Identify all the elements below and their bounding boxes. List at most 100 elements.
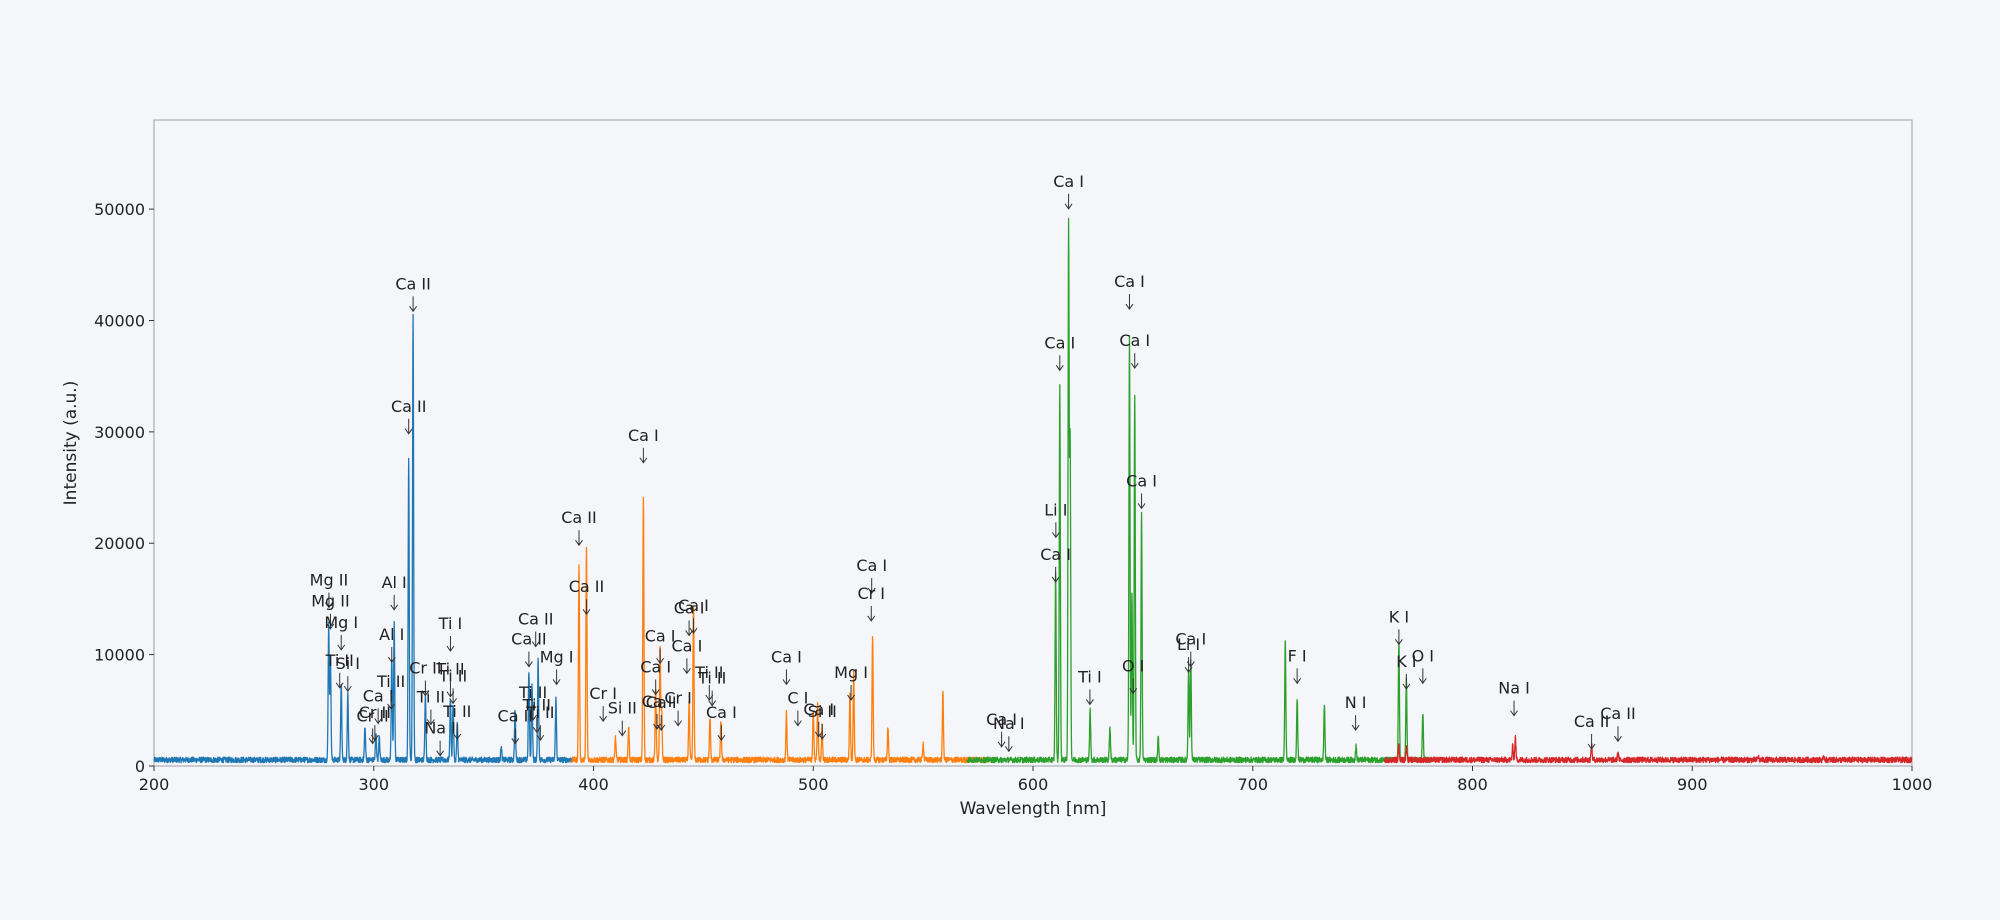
line-annotation: Ca II bbox=[498, 706, 534, 745]
annotation-arrowhead bbox=[674, 720, 683, 727]
annotation-arrowhead bbox=[689, 627, 698, 635]
line-annotation: N I bbox=[1345, 693, 1366, 731]
spectrum-series-2 bbox=[966, 217, 1430, 764]
annotation-label: Na I bbox=[424, 719, 456, 738]
line-annotation: Ti II bbox=[522, 695, 551, 734]
annotation-arrowhead bbox=[552, 679, 561, 686]
annotation-arrowhead bbox=[1402, 683, 1411, 690]
annotation-label: Ti II bbox=[435, 660, 464, 679]
line-annotation: Ti II bbox=[438, 666, 467, 705]
line-annotation: Ca II bbox=[518, 610, 554, 648]
annotation-arrowhead bbox=[1137, 503, 1146, 510]
spectrum-series-0 bbox=[153, 313, 573, 764]
annotation-arrowhead bbox=[618, 730, 627, 737]
annotation-arrowhead bbox=[682, 667, 691, 675]
annotation-arrowhead bbox=[1614, 735, 1622, 743]
line-annotation: Ti II bbox=[325, 651, 354, 689]
annotation-arrowhead bbox=[1418, 678, 1427, 685]
annotation-arrowhead bbox=[717, 734, 726, 741]
annotation-arrowhead bbox=[1051, 532, 1060, 539]
annotation-arrowhead bbox=[818, 733, 827, 740]
annotation-label: Ti II bbox=[442, 702, 471, 721]
y-tick-label: 20000 bbox=[94, 534, 145, 553]
line-annotation: Ca I bbox=[628, 426, 659, 464]
line-annotation: Na I bbox=[993, 714, 1025, 753]
annotation-arrowhead bbox=[708, 700, 717, 707]
annotation-label: Al I bbox=[382, 573, 407, 592]
annotation-label: Mg I bbox=[834, 663, 868, 682]
annotation-label: Mg I bbox=[540, 647, 574, 666]
line-annotation: K I bbox=[1396, 652, 1417, 690]
annotation-arrowhead bbox=[436, 750, 445, 757]
annotation-label: Na I bbox=[993, 714, 1025, 733]
annotation-arrowhead bbox=[374, 718, 383, 725]
annotation-arrowhead bbox=[651, 689, 660, 696]
annotation-label: Ca I bbox=[363, 686, 394, 705]
line-annotation: Ti II bbox=[435, 660, 465, 698]
line-annotation: O I bbox=[1122, 656, 1144, 695]
annotation-label: Ca II bbox=[518, 610, 554, 629]
line-annotation: Cr II bbox=[409, 659, 442, 697]
annotation-arrowhead bbox=[387, 703, 396, 710]
line-annotation: Ca II bbox=[1574, 712, 1609, 750]
annotation-label: Si II bbox=[608, 699, 637, 718]
annotation-arrowhead bbox=[368, 738, 377, 745]
annotation-arrowhead bbox=[409, 306, 417, 313]
annotation-arrowhead bbox=[1125, 303, 1134, 310]
annotation-label: Ti II bbox=[416, 688, 445, 707]
line-annotation: Ca I bbox=[856, 556, 887, 594]
annotation-label: Ca I bbox=[640, 657, 671, 676]
annotation-label: Ti II bbox=[518, 683, 547, 702]
annotation-label: Ca I bbox=[1040, 545, 1071, 564]
y-tick-label: 10000 bbox=[94, 646, 145, 665]
annotation-arrowhead bbox=[1086, 699, 1094, 706]
x-tick-label: 800 bbox=[1457, 775, 1488, 794]
annotation-label: Cr I bbox=[664, 689, 692, 708]
annotation-arrowhead bbox=[1055, 365, 1064, 372]
annotation-arrowhead bbox=[847, 694, 855, 701]
line-annotation: Mg II bbox=[310, 571, 348, 609]
line-annotation: Ca I bbox=[1126, 471, 1157, 510]
annotation-label: Li I bbox=[1044, 500, 1067, 519]
annotation-label: Ca II bbox=[498, 706, 534, 725]
annotation-arrowhead bbox=[867, 587, 876, 594]
annotation-label: Ca I bbox=[678, 596, 709, 615]
line-annotation: Mg I bbox=[834, 663, 868, 701]
y-tick-label: 50000 bbox=[94, 200, 145, 219]
spectrum-series-3 bbox=[1383, 735, 1913, 764]
spectrum-series-1 bbox=[570, 496, 990, 764]
line-annotation: Ca I bbox=[674, 598, 704, 637]
line-annotation: Ca I bbox=[1119, 331, 1150, 369]
annotation-label: Ca I bbox=[803, 700, 834, 719]
annotation-arrowhead bbox=[656, 657, 664, 665]
annotation-arrowhead bbox=[1130, 362, 1139, 369]
annotation-label: Cr II bbox=[357, 706, 389, 725]
annotation-arrowhead bbox=[1394, 639, 1403, 646]
annotation-arrowhead bbox=[1129, 688, 1138, 695]
line-annotation: O I bbox=[1412, 646, 1434, 685]
annotation-label: Ca I bbox=[1053, 172, 1084, 191]
line-annotation: Cr II bbox=[357, 706, 389, 745]
plot-area bbox=[153, 119, 1913, 767]
annotation-label: Ti II bbox=[525, 703, 554, 722]
line-annotation: Ti II bbox=[518, 683, 547, 721]
line-annotation: Ca I bbox=[645, 626, 675, 665]
annotation-arrowhead bbox=[511, 738, 520, 745]
line-annotation: Si II bbox=[808, 702, 837, 740]
line-annotation: Ca I bbox=[678, 596, 709, 635]
annotation-arrowhead bbox=[599, 715, 608, 723]
annotation-arrowhead bbox=[325, 602, 333, 609]
annotation-arrowhead bbox=[449, 698, 457, 705]
line-annotation: Ca I bbox=[1175, 630, 1206, 668]
line-annotation: Ca I bbox=[706, 703, 737, 741]
annotation-arrowhead bbox=[685, 630, 694, 637]
annotation-arrowhead bbox=[814, 731, 823, 738]
y-tick-label: 30000 bbox=[94, 423, 145, 442]
annotation-arrowhead bbox=[390, 604, 399, 611]
line-annotation: Cr I bbox=[589, 684, 617, 723]
annotation-arrowhead bbox=[529, 714, 537, 721]
annotation-label: Ca I bbox=[646, 693, 677, 712]
annotation-arrowhead bbox=[536, 734, 545, 741]
line-annotation: Ti I bbox=[1077, 667, 1102, 706]
annotation-label: Ca I bbox=[706, 703, 737, 722]
